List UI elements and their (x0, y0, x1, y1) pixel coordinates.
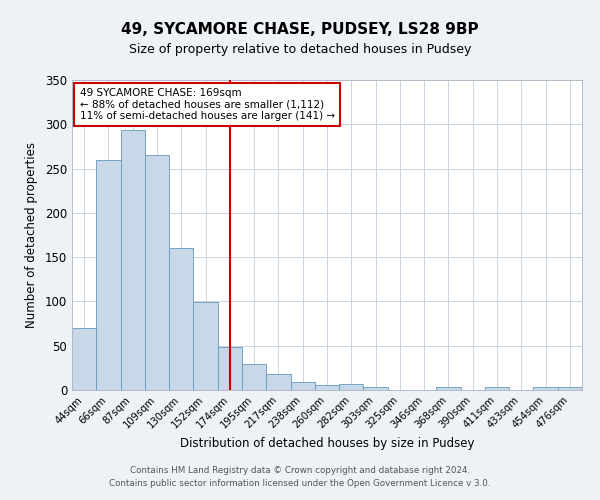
Bar (339, 384, 364, 390)
Bar (266, 374, 290, 390)
Bar (96, 160, 121, 390)
Bar (533, 388, 558, 390)
X-axis label: Distribution of detached houses by size in Pudsey: Distribution of detached houses by size … (180, 438, 474, 450)
Bar (242, 364, 266, 390)
Text: Size of property relative to detached houses in Pudsey: Size of property relative to detached ho… (129, 42, 471, 56)
Bar (218, 346, 242, 390)
Bar (485, 388, 509, 390)
Bar (364, 388, 388, 390)
Bar (72, 328, 96, 390)
Text: 49 SYCAMORE CHASE: 169sqm
← 88% of detached houses are smaller (1,112)
11% of se: 49 SYCAMORE CHASE: 169sqm ← 88% of detac… (80, 88, 335, 121)
Bar (193, 302, 218, 390)
Bar (145, 156, 169, 390)
Text: 49, SYCAMORE CHASE, PUDSEY, LS28 9BP: 49, SYCAMORE CHASE, PUDSEY, LS28 9BP (121, 22, 479, 38)
Text: Contains HM Land Registry data © Crown copyright and database right 2024.
Contai: Contains HM Land Registry data © Crown c… (109, 466, 491, 487)
Bar (169, 248, 193, 390)
Bar (290, 382, 315, 390)
Bar (315, 384, 339, 390)
Y-axis label: Number of detached properties: Number of detached properties (25, 142, 38, 328)
Bar (436, 388, 461, 390)
Bar (558, 388, 582, 390)
Bar (121, 130, 145, 390)
